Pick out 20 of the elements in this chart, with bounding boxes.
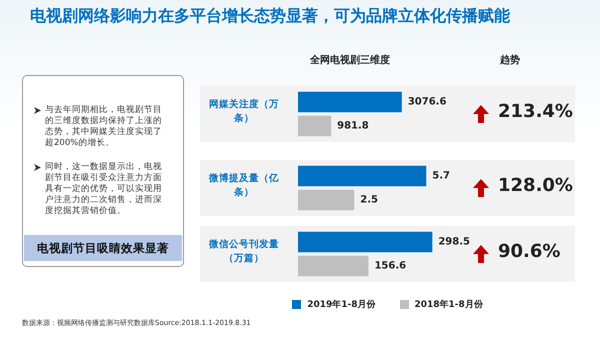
data-label: 981.8 [337, 120, 369, 132]
text: 电视剧网络影响力在多平台增长态势显著，可为品牌立体化传播赋能 [30, 6, 510, 27]
text: 213.4% [498, 101, 573, 122]
data-label: 298.5 [438, 236, 470, 248]
data-label: 3076.6 [408, 96, 446, 108]
text: 同时，这一数据显示出，电视剧节目在吸引受众注意力方面具有一定的优势，可以实现用户注意力的二次销售，进而深度挖掘其营销价值。 [45, 162, 163, 217]
text: 全网电视剧三维度 [309, 53, 391, 67]
text: 128.0% [498, 175, 573, 196]
text: 90.6% [498, 241, 560, 262]
y-tick-label: 网媒关注度（万条） [208, 98, 280, 126]
data-label: 156.6 [374, 260, 406, 272]
legend-label: 2019年1-8月份 [307, 298, 376, 311]
data-label: 5.7 [432, 170, 450, 182]
legend-label: 2018年1-8月份 [414, 298, 483, 311]
data-label: 2.5 [360, 194, 378, 206]
y-tick-label: 微博提及量（亿条） [208, 172, 280, 200]
y-tick-label: 微信公号刊发量（万篇） [208, 238, 280, 266]
text: 电视剧节目吸睛效果显著 [24, 235, 182, 261]
text: 趋势 [499, 54, 521, 67]
text: 与去年同期相比，电视剧节目的三维度数据均保持了上涨的态势，其中网媒关注度实现了超200%的增长。 [45, 105, 163, 149]
